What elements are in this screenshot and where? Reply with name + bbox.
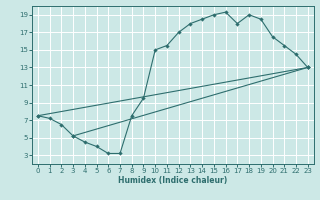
X-axis label: Humidex (Indice chaleur): Humidex (Indice chaleur)	[118, 176, 228, 185]
